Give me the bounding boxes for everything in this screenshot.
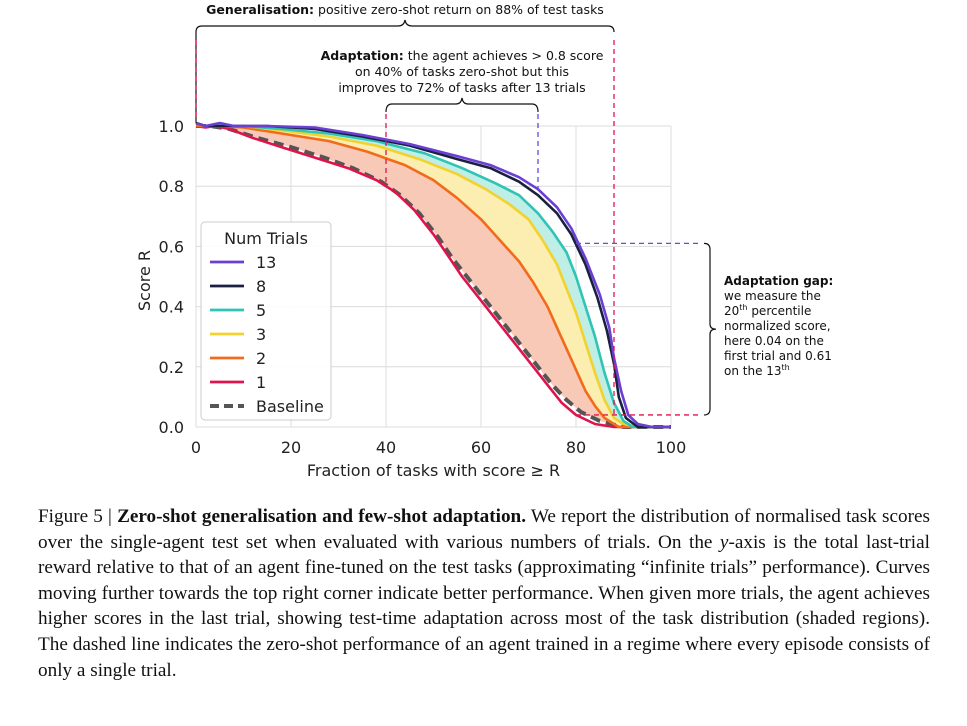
y-tick-label: 0.0 bbox=[159, 418, 184, 437]
gap-line1: we measure the bbox=[724, 289, 821, 303]
generalisation-bold: Generalisation: bbox=[206, 2, 314, 17]
caption-text-2: -axis is the total last-trial reward rel… bbox=[38, 531, 930, 681]
x-tick-label: 40 bbox=[376, 438, 396, 457]
adaptation-line1: the agent achieves > 0.8 score bbox=[404, 48, 604, 63]
series-line-1 bbox=[195, 124, 671, 429]
legend-label-1: 1 bbox=[256, 373, 266, 392]
y-tick-label: 0.2 bbox=[159, 358, 184, 377]
gap-line6-sup: th bbox=[782, 363, 790, 372]
gap-line3: normalized score, bbox=[724, 319, 831, 333]
annotation-guides bbox=[195, 19, 717, 416]
gap-line2-sup: th bbox=[739, 303, 747, 312]
legend-items: 13 8 5 3 2 1 Baseline bbox=[210, 253, 324, 416]
adaptation-annotation: Adaptation: the agent achieves > 0.8 sco… bbox=[321, 48, 604, 63]
legend-label-2: 2 bbox=[256, 349, 266, 368]
shaded-regions bbox=[196, 123, 671, 427]
caption-yaxis: y bbox=[719, 531, 729, 553]
legend-title: Num Trials bbox=[224, 229, 308, 248]
adaptation-line2: on 40% of tasks zero-shot but this bbox=[355, 64, 569, 79]
legend-label-8: 8 bbox=[256, 277, 266, 296]
figure-caption: Figure 5 | Zero-shot generalisation and … bbox=[38, 504, 930, 683]
generalisation-annotation: Generalisation: positive zero-shot retur… bbox=[206, 2, 604, 17]
legend-label-5: 5 bbox=[256, 301, 266, 320]
legend-label-3: 3 bbox=[256, 325, 266, 344]
gap-line4: here 0.04 on the bbox=[724, 334, 824, 348]
legend-label-13: 13 bbox=[256, 253, 276, 272]
y-axis-label: Score R bbox=[135, 250, 154, 311]
gap-line2-pre: 20 bbox=[724, 304, 739, 318]
legend-box bbox=[200, 221, 332, 421]
legend-label-baseline: Baseline bbox=[256, 397, 324, 416]
caption-text-1: We report the distribution of normalised… bbox=[38, 506, 931, 553]
gap-line5: first trial and 0.61 bbox=[724, 349, 832, 363]
adaptation-bold: Adaptation: bbox=[321, 48, 404, 63]
x-tick-label: 20 bbox=[281, 438, 301, 457]
gap-line2-post: percentile bbox=[748, 304, 812, 318]
caption-label: Figure 5 | bbox=[38, 506, 118, 527]
generalisation-text: positive zero-shot return on 88% of test… bbox=[314, 2, 604, 17]
x-axis-label: Fraction of tasks with score ≥ R bbox=[307, 461, 560, 480]
series-line-baseline bbox=[196, 124, 671, 429]
shade-baseline-to-2 bbox=[196, 126, 671, 427]
gap-line6-pre: on the 13 bbox=[724, 364, 782, 378]
adaptation-gap-bracket bbox=[703, 242, 717, 416]
x-tick-label: 100 bbox=[656, 438, 687, 457]
y-tick-label: 0.8 bbox=[159, 177, 184, 196]
y-tick-label: 1.0 bbox=[159, 117, 184, 136]
generalisation-bracket bbox=[195, 19, 615, 123]
y-tick-label: 0.4 bbox=[159, 298, 184, 317]
adaptation-line3: improves to 72% of tasks after 13 trials bbox=[338, 80, 585, 95]
x-tick-label: 0 bbox=[191, 438, 201, 457]
adaptation-bracket bbox=[385, 97, 539, 113]
axes: 0 20 40 60 80 100 0.0 0.2 0.4 0.6 0.8 1.0 Fraction o… bbox=[135, 117, 686, 480]
adaptation-gap-annotation: Adaptation gap: we measure the 20th perc… bbox=[724, 274, 833, 378]
x-tick-label: 60 bbox=[471, 438, 491, 457]
figure-canvas: 0 20 40 60 80 100 0.0 0.2 0.4 0.6 0.8 1.0 Fraction o… bbox=[135, 2, 833, 480]
series-line-2 bbox=[196, 124, 671, 429]
gap-title: Adaptation gap: bbox=[724, 274, 833, 288]
series-line-5 bbox=[195, 121, 671, 429]
gap-line2: 20th percentile bbox=[724, 303, 811, 318]
x-tick-label: 80 bbox=[566, 438, 586, 457]
y-tick-label: 0.6 bbox=[159, 237, 184, 256]
series-lines bbox=[195, 121, 671, 429]
gap-line6: on the 13th bbox=[724, 363, 790, 378]
caption-title: Zero-shot generalisation and few-shot ad… bbox=[117, 506, 526, 527]
legend: Num Trials 13 8 5 3 2 1 Baseline bbox=[200, 221, 332, 421]
